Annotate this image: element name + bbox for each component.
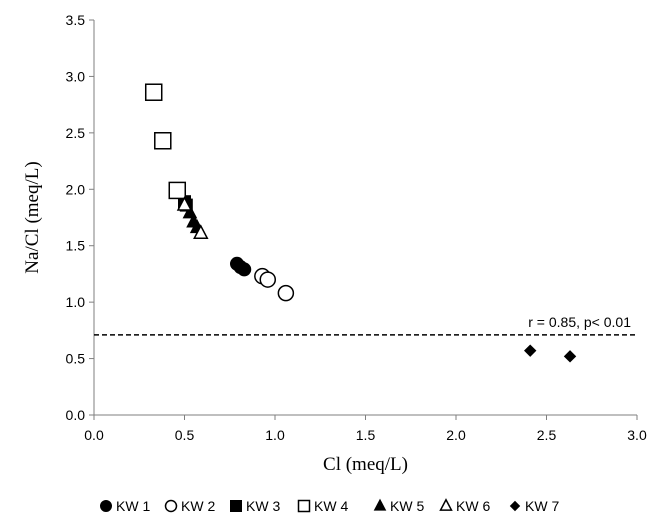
y-tick-label: 0.5: [66, 351, 86, 367]
legend-item-kw1: KW 1: [100, 498, 150, 514]
legend-item-kw4: KW 4: [297, 498, 348, 514]
y-tick-label: 1.0: [66, 294, 86, 310]
data-point-kw6: [176, 196, 193, 211]
legend-item-kw6: KW 6: [439, 498, 490, 514]
data-point-kw4: [168, 181, 187, 200]
legend-item-kw7: KW 7: [509, 498, 559, 514]
data-point-kw6: [193, 224, 209, 239]
y-axis-title: Na/Cl (meq/L): [22, 161, 43, 273]
data-point-kw7: [563, 350, 577, 363]
y-tick-label: 2.5: [66, 125, 86, 141]
data-point-kw2: [259, 271, 277, 288]
legend-label: KW 6: [456, 498, 490, 514]
y-tick-label: 2.0: [66, 181, 86, 197]
data-point-kw7: [524, 344, 537, 357]
data-point-kw2: [277, 284, 295, 302]
y-tick-label: 0.0: [66, 407, 86, 423]
x-tick-label: 1.5: [356, 427, 376, 443]
x-tick-label: 1.0: [265, 427, 285, 443]
legend-label: KW 5: [390, 498, 424, 514]
legend: KW 1 KW 2 KW 3 KW 4 KW 5 KW 6 KW 7: [100, 498, 559, 514]
data-point-kw1: [237, 262, 252, 277]
y-tick-label: 3.0: [66, 68, 86, 84]
legend-marker-kw2: [164, 499, 178, 513]
x-tick-label: 2.0: [446, 427, 466, 443]
data-point-kw4: [154, 132, 172, 150]
annotation: r = 0.85, p< 0.01: [528, 314, 631, 330]
x-axis-title: Cl (meq/L): [323, 454, 408, 475]
legend-label: KW 3: [246, 498, 280, 514]
legend-marker-kw3: [230, 500, 242, 512]
legend-marker-kw1: [100, 500, 112, 512]
legend-marker-kw7: [509, 500, 521, 512]
y-tick-label: 3.5: [66, 12, 86, 28]
data-points: [144, 83, 577, 363]
y-tick-label: 1.5: [66, 238, 86, 254]
legend-item-kw5: KW 5: [373, 498, 424, 514]
legend-label: KW 7: [525, 498, 559, 514]
legend-label: KW 4: [314, 498, 348, 514]
x-tick-label: 0.0: [84, 427, 104, 443]
axes: 0.0 0.5 1.0 1.5 2.0 2.5 3.0 3.5 0.0 0.5 1.0 1.5 2.0 2…: [66, 12, 647, 443]
legend-label: KW 1: [116, 498, 150, 514]
legend-item-kw2: KW 2: [164, 498, 215, 514]
x-tick-label: 0.5: [175, 427, 195, 443]
legend-marker-kw5: [373, 498, 387, 511]
data-point-kw4: [144, 83, 163, 101]
legend-label: KW 2: [181, 498, 215, 514]
legend-marker-kw4: [297, 499, 311, 513]
legend-item-kw3: KW 3: [230, 498, 280, 514]
x-tick-label: 3.0: [627, 427, 647, 443]
x-tick-label: 2.5: [537, 427, 557, 443]
legend-marker-kw6: [439, 498, 453, 511]
